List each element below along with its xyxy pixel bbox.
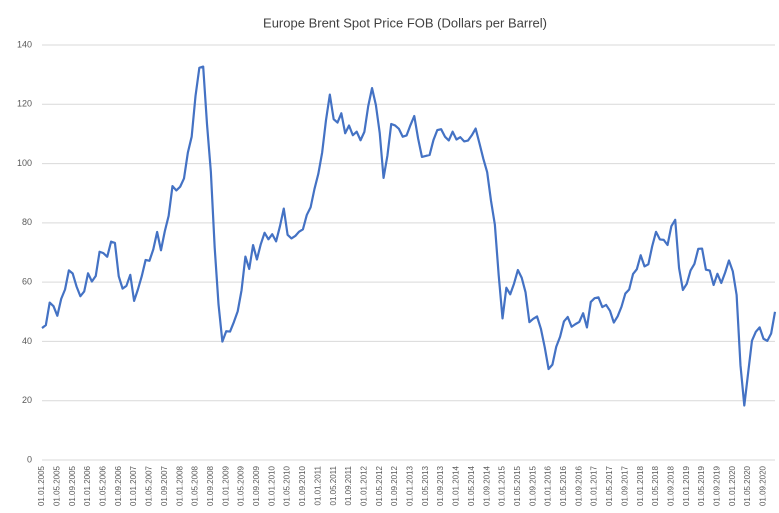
x-tick-label: 01.05.2008 [191, 465, 200, 506]
y-tick-label: 120 [17, 99, 32, 109]
x-tick-label: 01.05.2017 [605, 465, 614, 506]
x-tick-label: 01.01.2014 [452, 465, 461, 506]
x-tick-label: 01.01.2007 [129, 465, 138, 506]
x-tick-label: 01.01.2009 [221, 465, 230, 506]
x-tick-label: 01.05.2010 [283, 465, 292, 506]
x-tick-label: 01.09.2013 [436, 465, 445, 506]
x-tick-label: 01.09.2019 [713, 465, 722, 506]
x-tick-label: 01.01.2010 [267, 465, 276, 506]
x-tick-label: 01.09.2020 [759, 465, 768, 506]
x-tick-label: 01.09.2017 [620, 465, 629, 506]
x-tick-label: 01.05.2005 [52, 465, 61, 506]
y-tick-label: 60 [22, 277, 32, 287]
x-tick-label: 01.09.2005 [68, 465, 77, 506]
x-tick-label: 01.01.2013 [406, 465, 415, 506]
x-tick-label: 01.09.2011 [344, 465, 353, 505]
y-tick-label: 140 [17, 39, 32, 49]
x-tick-label: 01.05.2009 [237, 465, 246, 506]
y-tick-label: 100 [17, 158, 32, 168]
x-tick-label: 01.09.2010 [298, 465, 307, 506]
x-tick-label: 01.01.2005 [37, 465, 46, 506]
x-tick-label: 01.09.2015 [528, 465, 537, 506]
x-tick-label: 01.01.2015 [498, 465, 507, 506]
chart-title: Europe Brent Spot Price FOB (Dollars per… [263, 15, 547, 30]
x-tick-label: 01.05.2014 [467, 465, 476, 506]
y-tick-label: 80 [22, 217, 32, 227]
x-tick-label: 01.05.2016 [559, 465, 568, 506]
x-tick-label: 01.05.2011 [329, 465, 338, 505]
x-tick-label: 01.09.2006 [114, 465, 123, 506]
x-tick-label: 01.01.2019 [682, 465, 691, 506]
y-tick-label: 40 [22, 336, 32, 346]
x-tick-label: 01.09.2014 [482, 465, 491, 506]
x-tick-label: 01.01.2006 [83, 465, 92, 506]
x-tick-label: 01.05.2007 [145, 465, 154, 506]
x-tick-label: 01.01.2020 [728, 465, 737, 506]
x-tick-label: 01.05.2015 [513, 465, 522, 506]
x-tick-label: 01.09.2016 [574, 465, 583, 506]
x-tick-label: 01.09.2018 [666, 465, 675, 506]
x-tick-label: 01.05.2020 [743, 465, 752, 506]
y-tick-label: 20 [22, 395, 32, 405]
x-tick-label: 01.01.2016 [544, 465, 553, 506]
x-tick-label: 01.09.2009 [252, 465, 261, 506]
x-tick-label: 01.09.2008 [206, 465, 215, 506]
x-tick-label: 01.01.2011 [313, 465, 322, 505]
y-tick-label: 0 [27, 454, 32, 464]
x-tick-label: 01.01.2017 [590, 465, 599, 506]
x-tick-label: 01.09.2007 [160, 465, 169, 506]
x-tick-label: 01.01.2012 [359, 465, 368, 506]
x-tick-label: 01.05.2019 [697, 465, 706, 506]
x-tick-label: 01.05.2012 [375, 465, 384, 506]
x-tick-label: 01.01.2008 [175, 465, 184, 506]
x-tick-label: 01.05.2006 [99, 465, 108, 506]
x-tick-label: 01.09.2012 [390, 465, 399, 506]
x-tick-label: 01.05.2018 [651, 465, 660, 506]
x-tick-label: 01.05.2013 [421, 465, 430, 506]
price-line [41, 65, 777, 407]
x-tick-label: 01.01.2018 [636, 465, 645, 506]
